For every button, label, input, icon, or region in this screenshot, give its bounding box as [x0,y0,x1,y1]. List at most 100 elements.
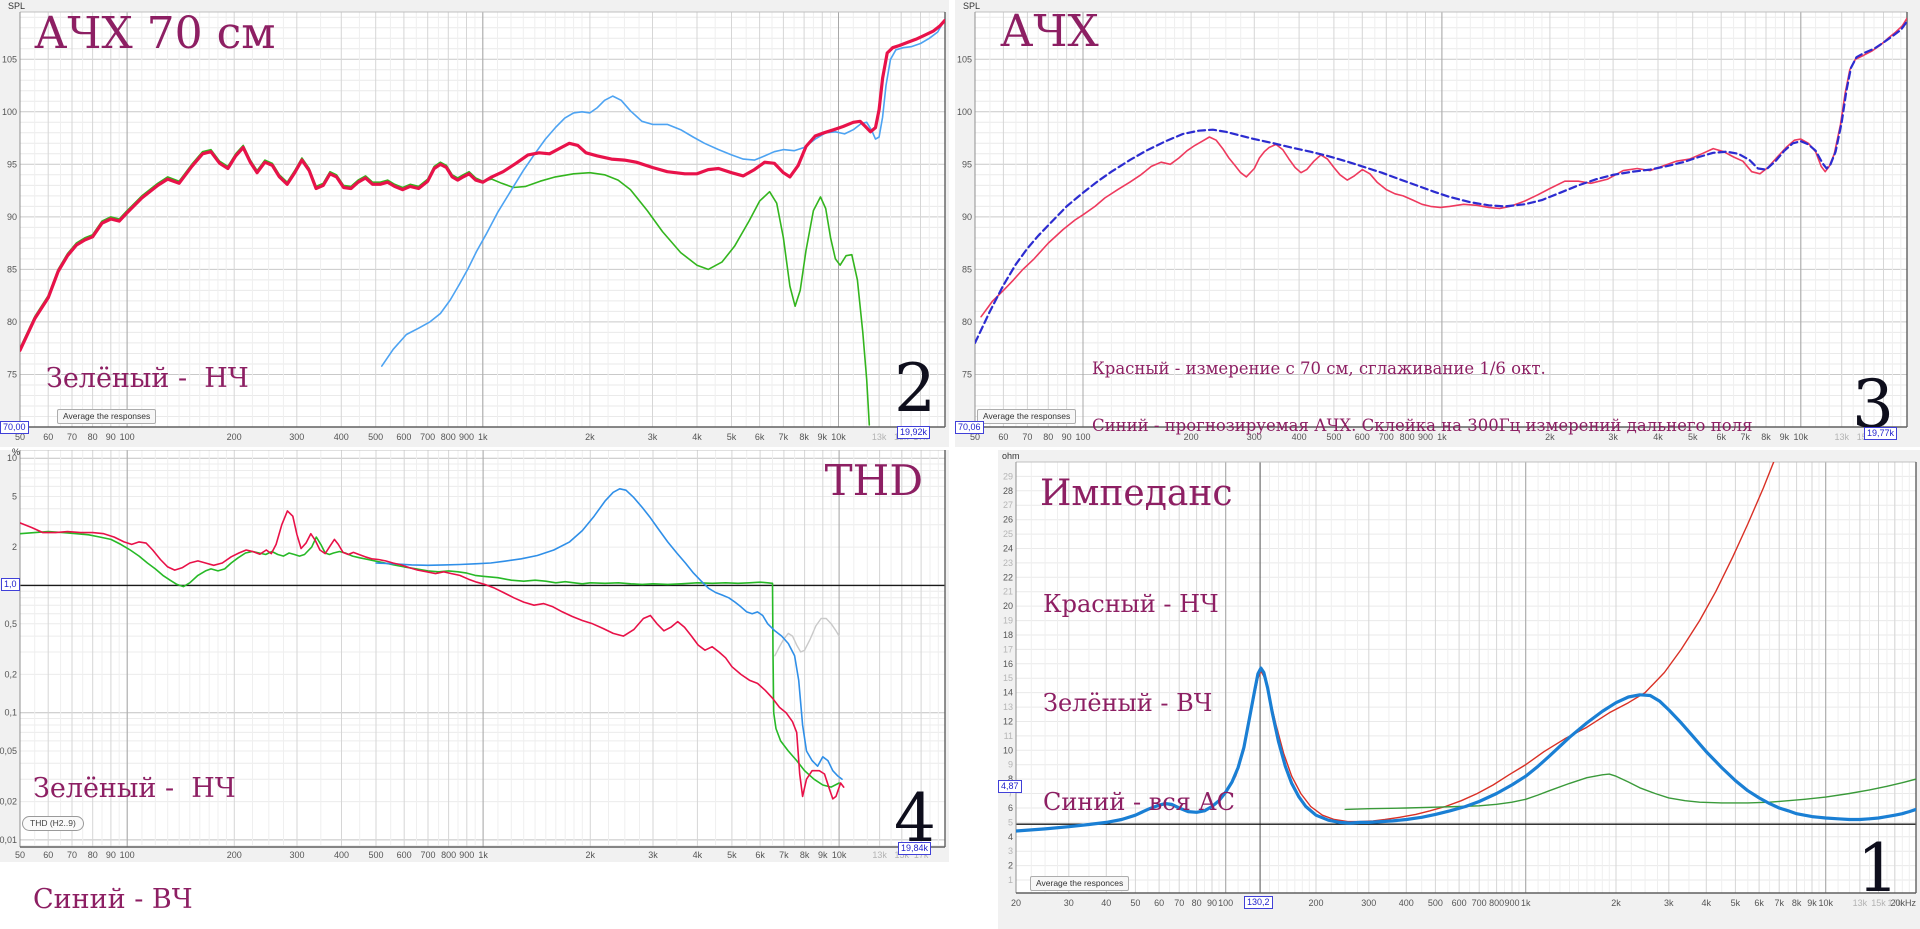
svg-text:500: 500 [368,432,383,442]
average-responses-button[interactable]: Average the responses [977,409,1077,424]
svg-text:900: 900 [1504,898,1519,908]
legend-line: Зелёный - НЧ [46,363,249,394]
svg-text:800: 800 [441,432,456,442]
svg-text:20kHz: 20kHz [1890,898,1916,908]
legend-line: Синий - прогнозируемая АЧХ. Склейка на 3… [1092,416,1753,435]
svg-text:2: 2 [12,542,17,552]
svg-text:20: 20 [1003,601,1013,611]
svg-text:17k: 17k [1888,898,1903,908]
svg-text:80: 80 [88,850,98,860]
svg-text:800: 800 [441,850,456,860]
y-axis-cursor-marker[interactable]: 4,87 [998,780,1022,793]
svg-text:700: 700 [420,432,435,442]
svg-text:4k: 4k [1702,898,1712,908]
screenshot-index-number: 3 [1852,366,1894,443]
svg-text:19: 19 [1003,616,1013,626]
x-axis-end-marker[interactable]: 19,77k [1864,427,1898,440]
svg-text:6: 6 [1008,803,1013,813]
y-axis-cursor-marker[interactable]: 1,0 [1,578,20,591]
svg-text:95: 95 [7,159,17,169]
x-axis-end-marker[interactable]: 19,84k [898,842,932,855]
svg-text:4k: 4k [1653,432,1663,442]
svg-text:200: 200 [227,850,242,860]
svg-text:800: 800 [1400,432,1415,442]
chart-title: АЧХ 70 см [34,8,276,59]
x-axis-start-marker[interactable]: 70,06 [955,421,984,434]
svg-text:28: 28 [1003,486,1013,496]
average-responses-button[interactable]: Average the responses [57,409,157,424]
svg-text:200: 200 [1184,432,1199,442]
svg-text:0,5: 0,5 [4,619,17,629]
svg-text:9k: 9k [1780,432,1790,442]
screenshot-index-number: 2 [894,350,936,427]
svg-text:60: 60 [43,432,53,442]
svg-text:0,02: 0,02 [0,797,17,807]
legend-line: Синий - вся АС [1043,788,1235,816]
svg-text:7k: 7k [779,432,789,442]
svg-text:30: 30 [1064,898,1074,908]
svg-text:700: 700 [1379,432,1394,442]
svg-text:90: 90 [106,850,116,860]
svg-text:1k: 1k [1437,432,1447,442]
svg-text:50: 50 [1130,898,1140,908]
thd-series-chip[interactable]: THD (H2..9) [22,816,84,831]
svg-text:15k: 15k [895,850,910,860]
svg-text:13k: 13k [872,850,887,860]
svg-text:25: 25 [1003,529,1013,539]
panel-impedance: 20 30 40 50 60 70 80 90 100 200 300 400 500 600 700 800… [998,450,1920,929]
y-axis-unit-label: SPL [8,1,26,11]
svg-text:0,01: 0,01 [0,835,17,845]
svg-text:13k: 13k [872,432,887,442]
svg-text:60: 60 [1154,898,1164,908]
svg-text:90: 90 [7,212,17,222]
svg-text:95: 95 [962,159,972,169]
svg-text:300: 300 [1247,432,1262,442]
svg-text:8: 8 [1008,774,1013,784]
thd-chart-canvas: 50 60 70 80 90 100 200 300 400 500 600 700 800 900 1k 2… [0,450,949,862]
svg-text:17: 17 [1003,644,1013,654]
svg-text:1k: 1k [1521,898,1531,908]
svg-text:80: 80 [1043,432,1053,442]
svg-text:900: 900 [1418,432,1433,442]
svg-text:0,1: 0,1 [4,708,17,718]
svg-text:500: 500 [1326,432,1341,442]
svg-text:10: 10 [7,453,17,463]
svg-text:80: 80 [7,317,17,327]
legend-line: Красный - измерение с 70 см, сглаживание… [1092,359,1546,378]
svg-text:8k: 8k [799,432,809,442]
svg-text:2: 2 [1008,861,1013,871]
svg-text:70: 70 [1022,432,1032,442]
svg-text:100: 100 [1075,432,1090,442]
impedance-chart-canvas: 20 30 40 50 60 70 80 90 100 200 300 400 500 600 700 800… [998,450,1920,929]
svg-text:50: 50 [15,432,25,442]
legend-line: Синий - ВЧ [33,884,193,915]
svg-text:85: 85 [962,264,972,274]
svg-text:500: 500 [368,850,383,860]
svg-text:5k: 5k [1731,898,1741,908]
legend-line: Зелёный - НЧ [33,773,236,804]
svg-text:70: 70 [67,432,77,442]
svg-text:100: 100 [2,107,17,117]
svg-text:400: 400 [1399,898,1414,908]
svg-text:600: 600 [397,850,412,860]
svg-text:900: 900 [459,850,474,860]
x-axis-cursor-marker[interactable]: 130,2 [1244,896,1273,909]
svg-text:1: 1 [1008,875,1013,885]
svg-text:5k: 5k [727,850,737,860]
svg-text:105: 105 [957,54,972,64]
x-axis-start-marker[interactable]: 70,00 [0,421,29,434]
x-axis-end-marker[interactable]: 19,92k [897,426,931,439]
svg-text:4: 4 [1008,832,1013,842]
svg-text:27: 27 [1003,500,1013,510]
svg-text:3: 3 [1008,846,1013,856]
svg-text:10k: 10k [831,432,846,442]
chart-title: THD [824,456,923,505]
svg-text:100: 100 [120,432,135,442]
svg-text:9k: 9k [1807,898,1817,908]
svg-text:100: 100 [957,107,972,117]
average-responses-button[interactable]: Average the responces [1030,876,1130,891]
svg-text:8k: 8k [1761,432,1771,442]
svg-text:1k: 1k [478,850,488,860]
svg-text:8k: 8k [800,850,810,860]
